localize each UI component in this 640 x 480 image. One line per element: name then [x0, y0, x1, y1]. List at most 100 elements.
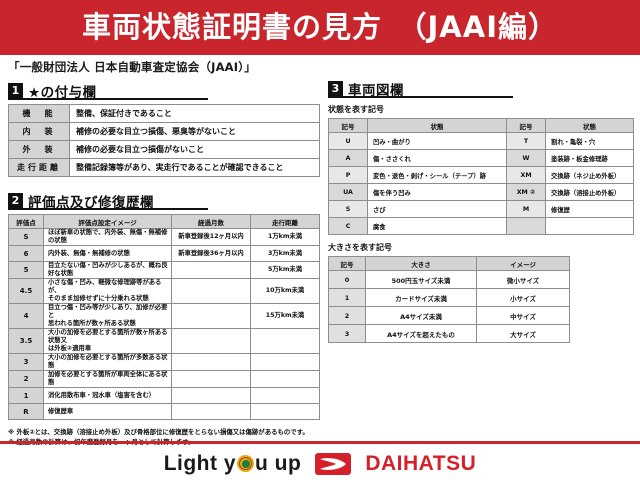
section-3-label: 車両図欄 — [348, 82, 404, 99]
star-criteria-key: 外 装 — [8, 140, 70, 159]
evaluation-score: 2 — [8, 370, 44, 388]
size-table-heading: 大きさを表す記号 — [328, 243, 392, 252]
table-row: 内 装補修の必要な目立つ損傷、悪臭等がないこと — [8, 122, 320, 141]
section-1-heading: 1 ★の付与欄 — [8, 80, 320, 101]
table-row: 4 目立つ傷・凹み等が少しあり、加修が必要と 思われる箇所が数ヶ所ある状態 15万km… — [8, 303, 320, 329]
section-3-heading: 3 車両図欄 — [328, 78, 634, 99]
size-image-label: 大サイズ — [476, 324, 570, 343]
evaluation-notes: ※ 外板②とは、交換跡（溶接止め外板）及び骨格部位に修復歴をとらない損傷又は傷跡… — [8, 427, 320, 447]
section-2-rule — [8, 208, 208, 210]
evaluation-distance — [250, 403, 320, 420]
evaluation-description: 目立つ傷・凹み等が少しあり、加修が必要と 思われる箇所が数ヶ所ある状態 — [43, 303, 172, 329]
size-image-label: 中サイズ — [476, 306, 570, 325]
section-1-label: ★の付与欄 — [28, 84, 97, 101]
association-name: 「一般財団法人 日本自動車査定協会（JAAI）」 — [8, 60, 256, 74]
evaluation-score: R — [8, 403, 44, 420]
condition-description: 塗装跡・板金修理跡 — [545, 149, 634, 167]
table-row: 6 内外装、無傷・無補修の状態 新車登録後36ヶ月以内 3万km未満 — [8, 245, 320, 262]
table-row: S ほぼ新車の状態で、内外装、無傷・無補修の状態 新車登録後12ヶ月以内 1万km未満 — [8, 228, 320, 246]
evaluation-score: 3.5 — [8, 328, 44, 354]
size-symbol: 3 — [328, 324, 366, 343]
evaluation-description: 消化用散布車・冠水車（塩害を含む） — [43, 387, 172, 404]
condition-symbol — [506, 217, 547, 235]
column-header: 走行距離 — [250, 214, 320, 229]
evaluation-distance: 3万km未満 — [250, 245, 320, 262]
table-row: 5 目立たない傷・凹みが少しあるが、概ね良好な状態 5万km未満 — [8, 261, 320, 279]
evaluation-description: 大小の加修を必要とする箇所が多数ある状態 — [43, 353, 172, 371]
condition-description: 交換跡（ネジ止め外板） — [545, 166, 634, 184]
table-row: C 腐食 — [328, 217, 634, 235]
column-header: 記号 — [328, 256, 366, 271]
table-row: 外 装補修の必要な目立つ損傷がないこと — [8, 140, 320, 159]
size-description: A4サイズを超えたもの — [365, 324, 477, 343]
evaluation-score: 4 — [8, 303, 44, 329]
left-column: 1 ★の付与欄 機 能整備、保証付きであること内 装補修の必要な目立つ損傷、悪臭等… — [8, 80, 320, 447]
evaluation-months — [171, 261, 251, 279]
condition-symbol: XM ② — [506, 183, 547, 201]
table-row: 2 加修を必要とする箇所が車両全体にある状態 — [8, 370, 320, 388]
right-column: 3 車両図欄 状態を表す記号 記号 状態 記号 状態 U 凹み・曲がり T 割れ・亀裂・穴 A 傷… — [328, 78, 634, 343]
table-row: A 傷・ささくれ W 塗装跡・板金修理跡 — [328, 149, 634, 167]
size-image-label: 小サイズ — [476, 288, 570, 307]
table-row: 0 500円玉サイズ未満 微小サイズ — [328, 270, 570, 289]
evaluation-description: 内外装、無傷・無補修の状態 — [43, 245, 172, 262]
condition-description: 変色・退色・剥げ・シール（テープ）跡 — [366, 166, 508, 184]
evaluation-months: 新車登録後12ヶ月以内 — [171, 228, 251, 246]
condition-description: 修復歴 — [545, 200, 634, 218]
column-header: 記号 — [328, 118, 368, 133]
star-criteria-value: 補修の必要な目立つ損傷、悪臭等がないこと — [69, 122, 320, 141]
condition-symbol: C — [328, 217, 368, 235]
evaluation-distance — [250, 328, 320, 354]
column-header: 評価点設定イメージ — [43, 214, 172, 229]
size-description: A4サイズ未満 — [365, 306, 477, 325]
size-symbol: 2 — [328, 306, 366, 325]
evaluation-description: 小さな傷・凹み、軽微な修理跡等があるが、 そのまま加修せずに十分乗れる状態 — [43, 278, 172, 304]
condition-description: 腐食 — [366, 217, 508, 235]
condition-symbol: T — [506, 132, 547, 150]
evaluation-months — [171, 303, 251, 329]
condition-symbol: S — [328, 200, 368, 218]
size-symbol: 1 — [328, 288, 366, 307]
column-header: 経過月数 — [171, 214, 251, 229]
table-row: 3.5 大小の加修を必要とする箇所が数ヶ所ある状態又 は外板②適用車 — [8, 328, 320, 354]
page-title: 車両状態証明書の見方 （JAAI編） — [82, 10, 558, 44]
column-header: 状態 — [545, 118, 634, 133]
header-bar — [0, 0, 640, 55]
brand-name: DAIHATSU — [365, 451, 477, 475]
condition-symbol: A — [328, 149, 368, 167]
evaluation-score: 3 — [8, 353, 44, 371]
tagline: Light y u up — [164, 452, 302, 476]
star-criteria-key: 機 能 — [8, 104, 70, 123]
condition-description: 傷・ささくれ — [366, 149, 508, 167]
condition-symbol-table: 記号 状態 記号 状態 U 凹み・曲がり T 割れ・亀裂・穴 A 傷・ささくれ W 塗装跡・板金修理… — [328, 118, 634, 235]
evaluation-distance: 1万km未満 — [250, 228, 320, 246]
evaluation-distance: 15万km未満 — [250, 303, 320, 329]
condition-description — [545, 217, 634, 235]
size-description: 500円玉サイズ未満 — [365, 270, 477, 289]
evaluation-months — [171, 353, 251, 371]
evaluation-months — [171, 370, 251, 388]
evaluation-distance: 10万km未満 — [250, 278, 320, 304]
evaluation-description: ほぼ新車の状態で、内外装、無傷・無補修の状態 — [43, 228, 172, 246]
evaluation-months — [171, 328, 251, 354]
section-1-number: 1 — [8, 83, 23, 98]
condition-description: 割れ・亀裂・穴 — [545, 132, 634, 150]
daihatsu-emblem-icon — [315, 452, 352, 475]
footer: Light y u up DAIHATSU — [0, 447, 640, 480]
table-row: 3 A4サイズを超えたもの 大サイズ — [328, 324, 570, 343]
condition-symbol: U — [328, 132, 368, 150]
tagline-post: u up — [255, 451, 302, 475]
section-2-heading: 2 評価点及び修復歴欄 — [8, 190, 320, 211]
size-description: カードサイズ未満 — [365, 288, 477, 307]
table-row: 1 消化用散布車・冠水車（塩害を含む） — [8, 387, 320, 404]
table-row: 3 大小の加修を必要とする箇所が多数ある状態 — [8, 353, 320, 371]
section-3-number: 3 — [328, 81, 343, 96]
tagline-pre: Light y — [163, 451, 237, 475]
condition-description: 傷を伴う凹み — [366, 183, 508, 201]
table-row: 機 能整備、保証付きであること — [8, 104, 320, 123]
table-row: R 修復歴車 — [8, 403, 320, 420]
star-criteria-table: 機 能整備、保証付きであること内 装補修の必要な目立つ損傷、悪臭等がないこと外 … — [8, 104, 320, 177]
condition-symbol: UA — [328, 183, 368, 201]
symbol-table-heading: 状態を表す記号 — [328, 105, 384, 114]
